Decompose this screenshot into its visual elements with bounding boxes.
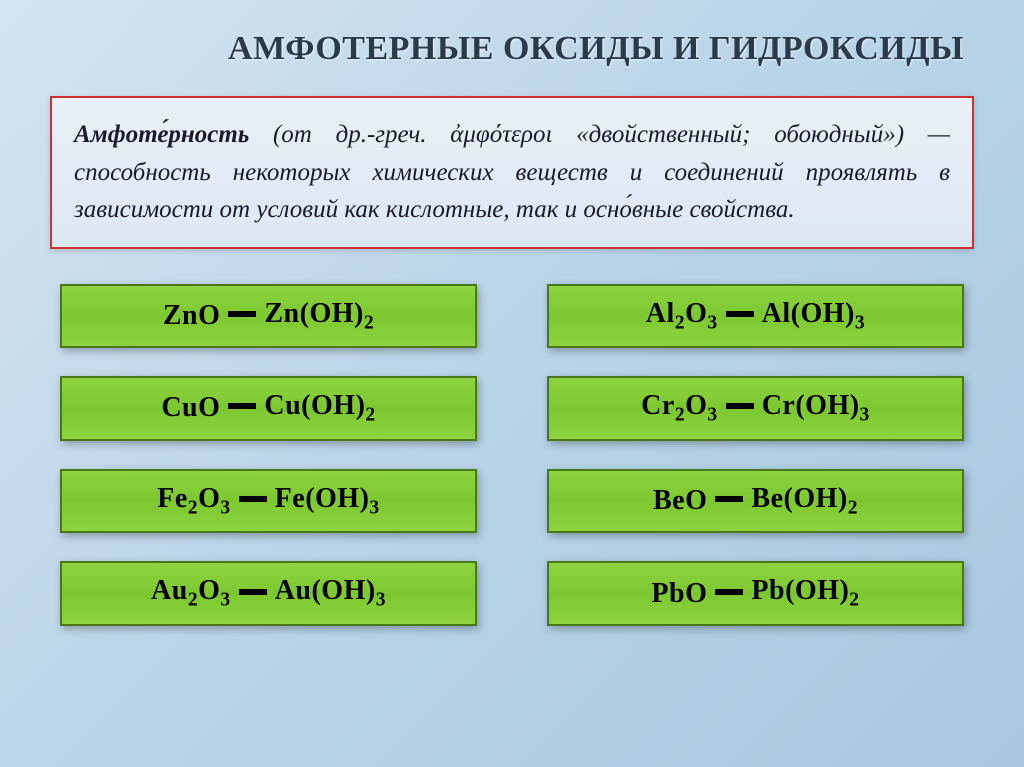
formula-box: PbO Pb(OH)2 xyxy=(547,561,964,626)
hydroxide-formula: Cr(OH)3 xyxy=(762,390,870,427)
dash-icon xyxy=(726,311,754,317)
hydroxide-formula: Pb(OH)2 xyxy=(751,575,859,612)
formula-box: Fe2O3 Fe(OH)3 xyxy=(60,469,477,534)
oxide-formula: Au2O3 xyxy=(151,575,231,612)
oxide-formula: ZnO xyxy=(163,300,221,332)
dash-icon xyxy=(715,496,743,502)
dash-icon xyxy=(239,589,267,595)
formula-box: Al2O3 Al(OH)3 xyxy=(547,284,964,349)
formula-box: ZnO Zn(OH)2 xyxy=(60,284,477,349)
oxide-formula: BeO xyxy=(653,485,707,517)
dash-icon xyxy=(239,496,267,502)
hydroxide-formula: Al(OH)3 xyxy=(762,298,866,335)
hydroxide-formula: Zn(OH)2 xyxy=(264,298,374,335)
oxide-formula: Fe2O3 xyxy=(157,483,230,520)
oxide-formula: CuO xyxy=(161,392,220,424)
slide: АМФОТЕРНЫЕ ОКСИДЫ И ГИДРОКСИДЫ Амфоте́рн… xyxy=(0,0,1024,767)
definition-term: Амфоте́рность xyxy=(74,121,249,148)
hydroxide-formula: Au(OH)3 xyxy=(275,575,386,612)
dash-icon xyxy=(228,311,256,317)
hydroxide-formula: Cu(OH)2 xyxy=(264,390,375,427)
oxide-formula: Cr2O3 xyxy=(641,390,718,427)
slide-title: АМФОТЕРНЫЕ ОКСИДЫ И ГИДРОКСИДЫ xyxy=(50,30,974,68)
oxide-formula: PbO xyxy=(651,578,707,610)
dash-icon xyxy=(715,589,743,595)
definition-box: Амфоте́рность (от др.-греч. ἀμφότεροι «д… xyxy=(50,96,974,249)
hydroxide-formula: Be(OH)2 xyxy=(751,483,858,520)
dash-icon xyxy=(228,403,256,409)
formula-box: BeO Be(OH)2 xyxy=(547,469,964,534)
hydroxide-formula: Fe(OH)3 xyxy=(275,483,380,520)
oxide-formula: Al2O3 xyxy=(646,298,718,335)
formula-box: CuO Cu(OH)2 xyxy=(60,376,477,441)
formula-grid: ZnO Zn(OH)2 Al2O3 Al(OH)3 CuO Cu(OH)2 Cr2O3 Cr(… xyxy=(50,284,974,626)
formula-box: Au2O3 Au(OH)3 xyxy=(60,561,477,626)
formula-box: Cr2O3 Cr(OH)3 xyxy=(547,376,964,441)
dash-icon xyxy=(726,403,754,409)
